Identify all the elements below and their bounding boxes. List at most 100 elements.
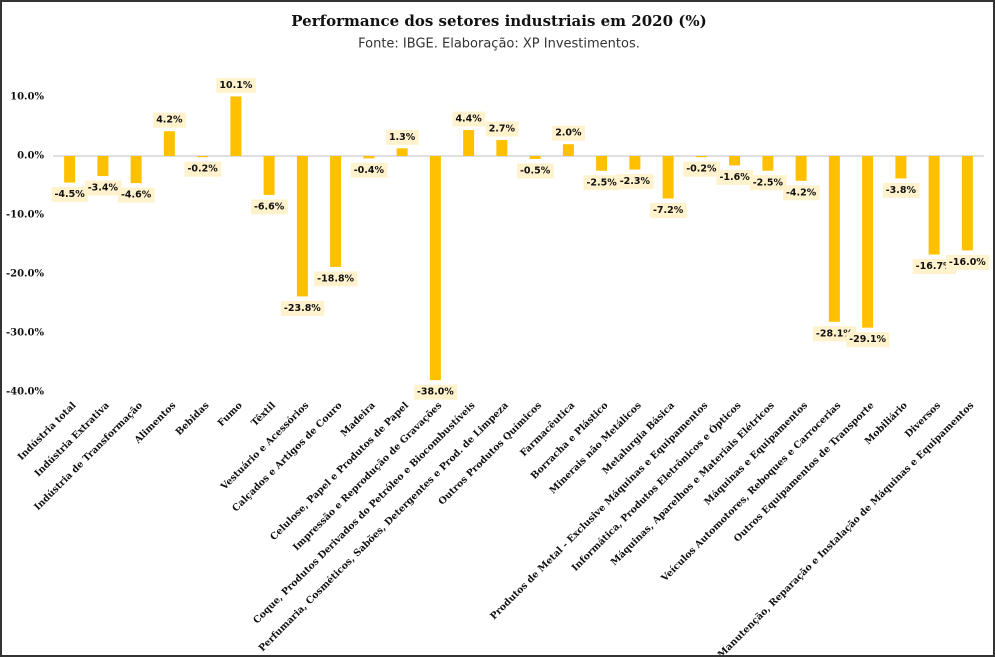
value-label: -0.2%: [187, 164, 218, 175]
value-label-bg: [413, 384, 458, 400]
value-label: -6.6%: [254, 201, 285, 212]
value-label: -28.1%: [816, 328, 853, 339]
bar: [330, 156, 342, 267]
value-label-bg: [117, 187, 155, 203]
value-label-bg: [485, 121, 519, 137]
value-label-bg: [250, 199, 288, 215]
value-label: -16.7%: [916, 261, 953, 272]
value-label: -0.5%: [520, 165, 551, 176]
bar: [961, 156, 973, 251]
x-tick-label: Bebidas: [174, 400, 212, 438]
value-label-bg: [516, 163, 554, 179]
bar: [429, 156, 441, 381]
value-label: -16.0%: [949, 257, 986, 268]
x-tick-label: Coque, Produtos Derivados do Petróleo e …: [251, 400, 477, 626]
value-label-bg: [616, 174, 654, 190]
value-label: 2.7%: [489, 124, 516, 135]
value-label-bg: [314, 271, 358, 287]
value-label-bg: [782, 185, 820, 201]
value-label-bg: [280, 300, 325, 316]
bar: [363, 156, 375, 159]
value-label: -2.5%: [753, 177, 784, 188]
value-label: -0.4%: [354, 165, 385, 176]
bar: [862, 156, 874, 328]
value-label-bg: [385, 129, 419, 145]
value-label: -18.8%: [317, 273, 354, 284]
value-label-bg: [716, 169, 754, 185]
y-tick-label: -30.0%: [6, 328, 45, 339]
bar: [230, 96, 242, 156]
y-tick-label: 0.0%: [17, 151, 44, 162]
value-label: 10.1%: [219, 80, 252, 91]
value-label-bg: [749, 175, 787, 191]
value-label: -29.1%: [849, 334, 886, 345]
value-label-bg: [912, 259, 957, 275]
value-label: -0.2%: [686, 164, 717, 175]
bar: [296, 156, 308, 297]
bar: [596, 156, 608, 171]
bar: [263, 156, 275, 195]
value-label: 4.4%: [455, 114, 482, 125]
value-label: -7.2%: [653, 205, 684, 216]
bar: [895, 156, 907, 179]
y-tick-label: -20.0%: [6, 269, 45, 280]
value-label-bg: [216, 77, 256, 93]
value-label-bg: [552, 125, 586, 141]
value-label: 1.3%: [389, 132, 416, 143]
bar: [130, 156, 142, 184]
y-tick-label: -40.0%: [6, 387, 45, 398]
bar: [629, 156, 641, 170]
bar: [463, 130, 475, 156]
y-tick-label: -10.0%: [6, 210, 45, 221]
y-tick-label: 10.0%: [10, 92, 44, 103]
value-label: -2.3%: [620, 176, 651, 187]
x-tick-label: Fumo: [216, 400, 245, 429]
value-label-bg: [452, 111, 486, 127]
bar: [163, 131, 175, 156]
value-label: -3.8%: [886, 185, 917, 196]
x-tick-label: Perfumaria, Cosméticos, Sabões, Detergen…: [257, 400, 511, 654]
bar: [396, 148, 408, 156]
bar: [97, 156, 109, 177]
chart-title: Performance dos setores industriais em 2…: [291, 12, 706, 30]
value-label: 2.0%: [555, 128, 582, 139]
value-label: -23.8%: [284, 303, 321, 314]
value-label: -2.5%: [586, 177, 617, 188]
value-label-bg: [812, 326, 857, 342]
bar: [695, 156, 707, 158]
value-label: -4.5%: [54, 189, 85, 200]
value-label-bg: [51, 187, 89, 203]
x-tick-label: Têxtil: [249, 400, 278, 429]
chart-subtitle: Fonte: IBGE. Elaboração: XP Investimento…: [358, 37, 640, 52]
value-label-bg: [683, 161, 720, 177]
x-tick-label: Indústria total: [16, 400, 79, 463]
value-label: -38.0%: [417, 387, 454, 398]
value-label: -4.6%: [121, 190, 152, 201]
value-label-bg: [583, 175, 621, 191]
value-label-bg: [350, 162, 388, 178]
bar: [197, 156, 209, 158]
bar: [762, 156, 774, 171]
bar: [729, 156, 741, 166]
value-label: -3.4%: [88, 183, 119, 194]
bar: [64, 156, 76, 183]
x-tick-label: Produtos de Metal - Exclusive Máquinas e…: [488, 400, 710, 622]
bar: [496, 140, 508, 156]
value-label: 4.2%: [156, 115, 183, 126]
bar: [562, 144, 574, 156]
value-label-bg: [649, 202, 687, 218]
value-label-bg: [184, 161, 222, 177]
value-label: -4.2%: [786, 187, 817, 198]
value-label-bg: [945, 254, 990, 270]
value-label-bg: [153, 112, 187, 128]
bar: [828, 156, 840, 322]
bar: [529, 156, 541, 159]
value-label-bg: [882, 182, 920, 198]
value-label: -1.6%: [719, 172, 750, 183]
bar: [795, 156, 807, 181]
value-label-bg: [84, 180, 122, 196]
value-label-bg: [846, 332, 890, 348]
bar: [662, 156, 674, 199]
